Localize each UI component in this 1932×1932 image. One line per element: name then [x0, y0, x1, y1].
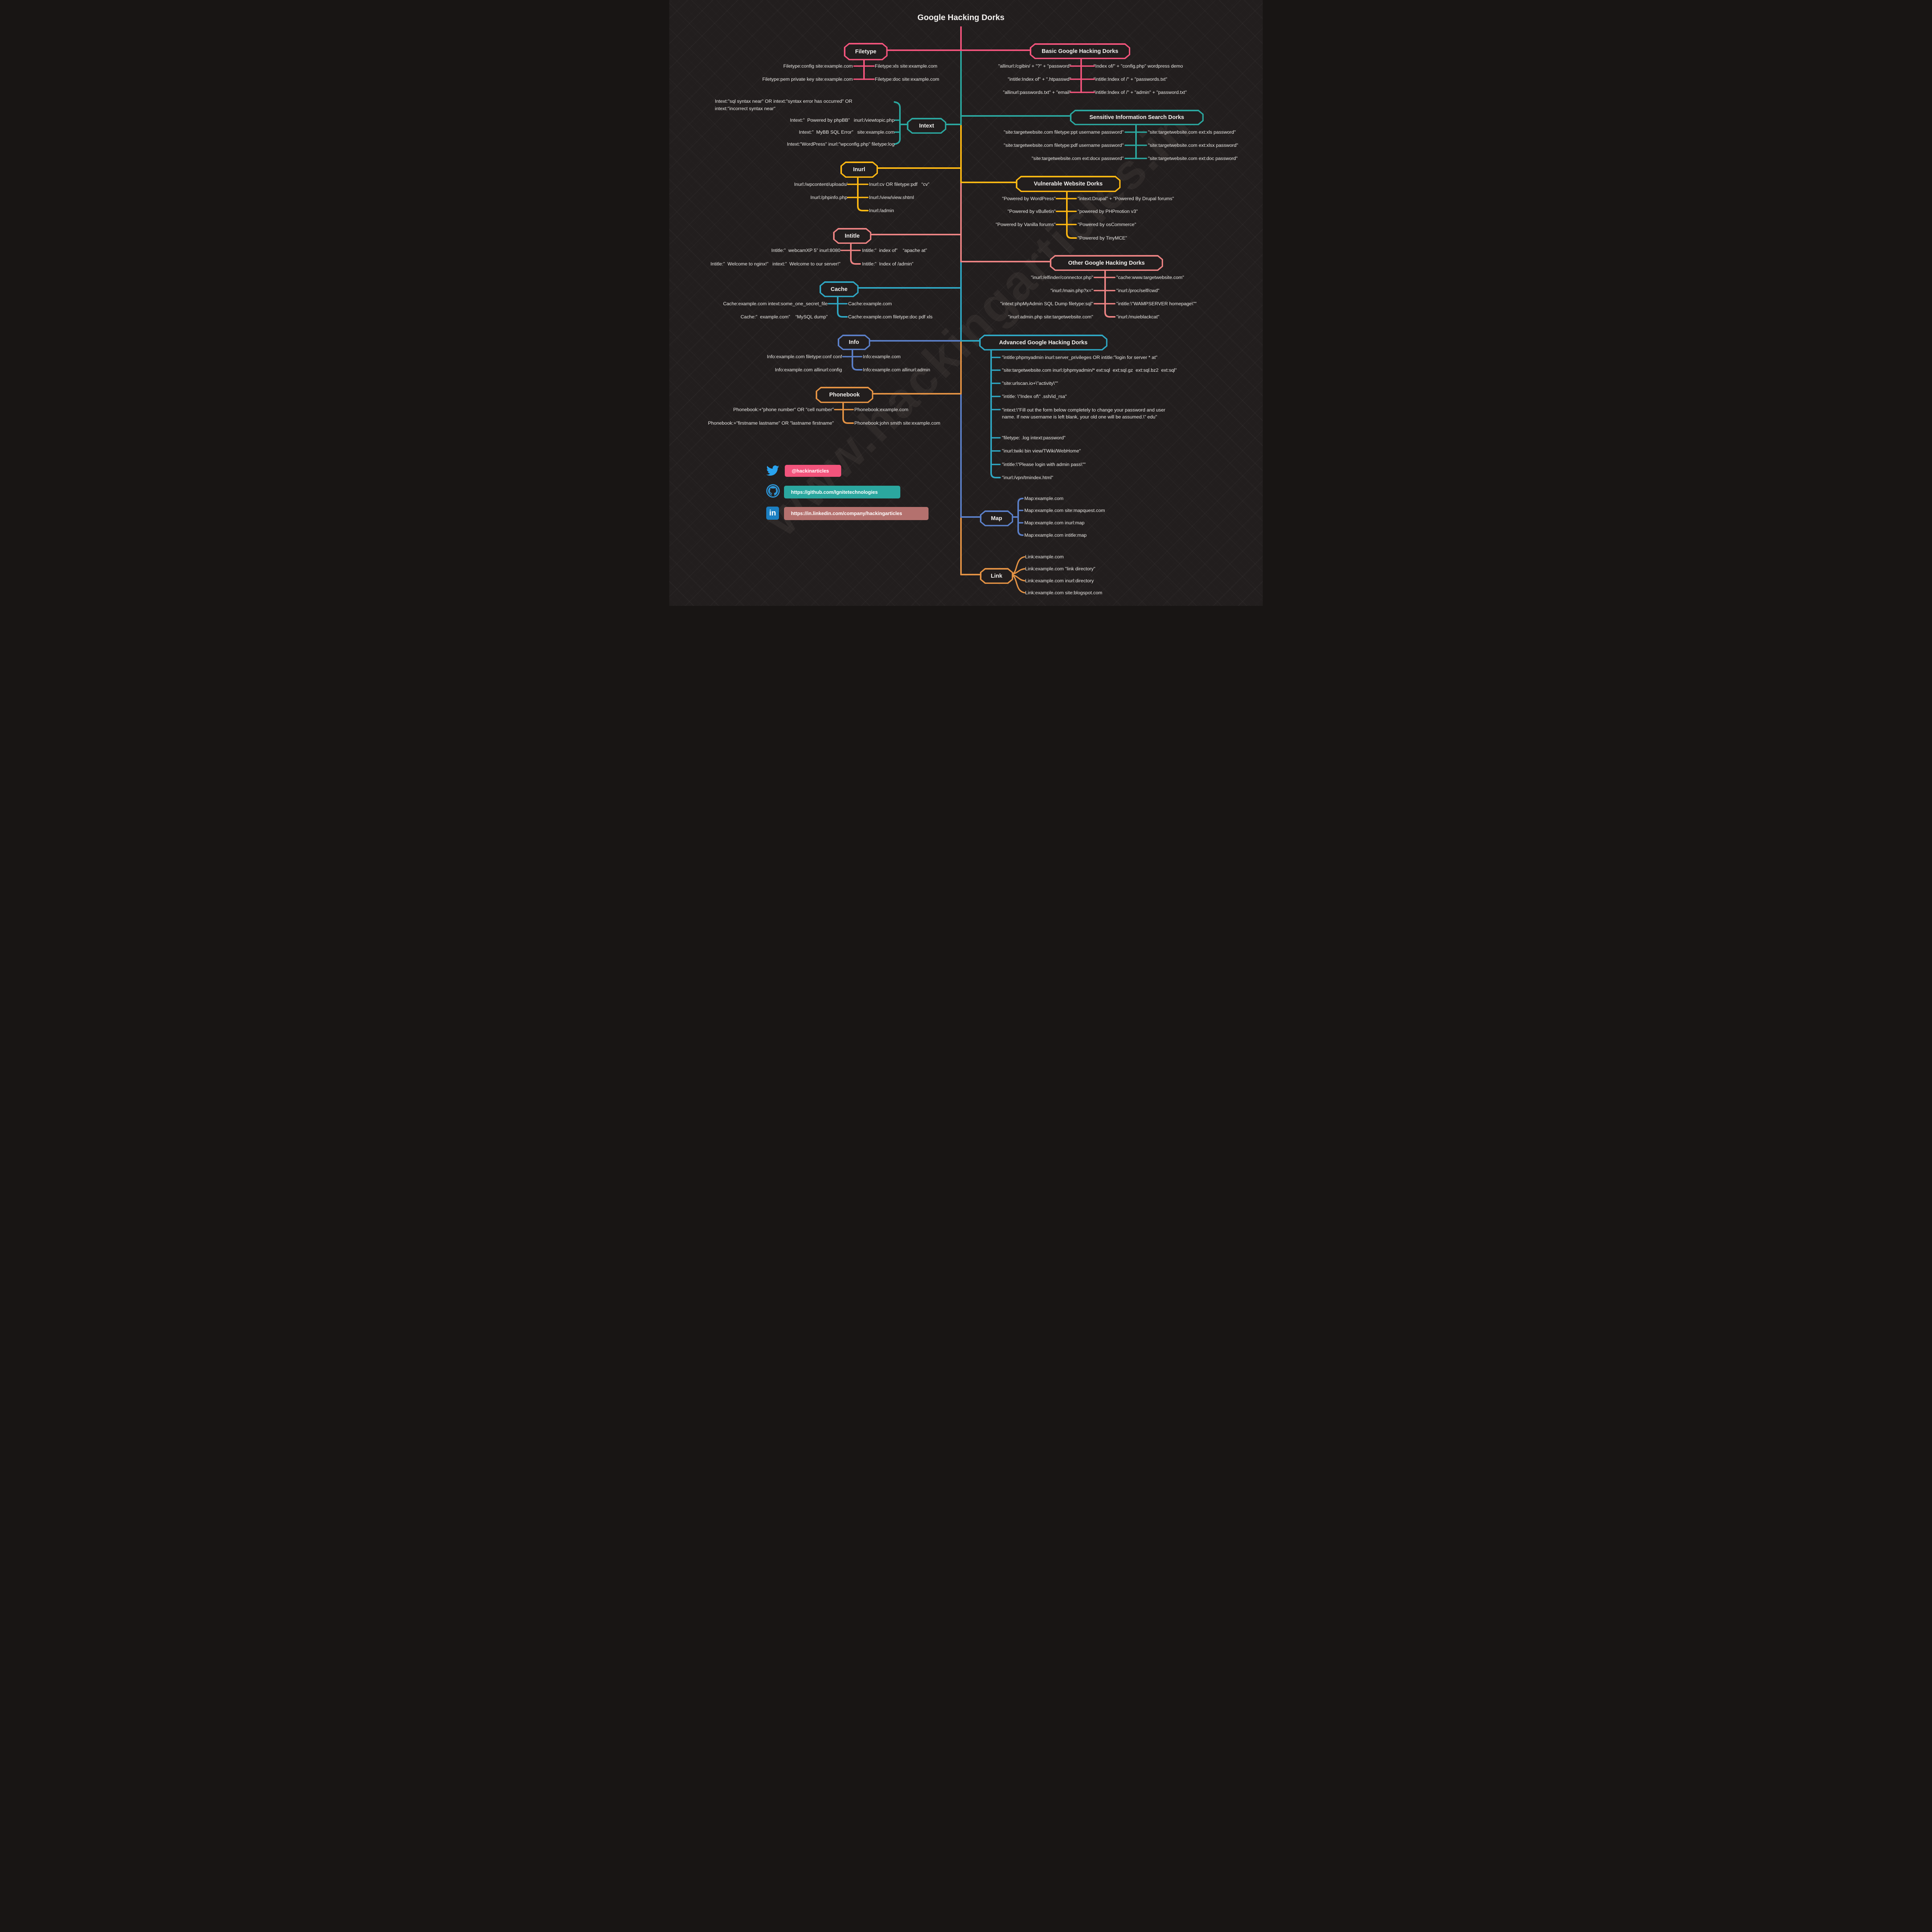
dork-item: Map:example.com: [1024, 496, 1064, 501]
node-intext: Intext: [907, 118, 946, 134]
dork-item: "inurl:admin.php site:targetwebsite.com": [1008, 314, 1093, 320]
dork-item: Info:example.com allinurl:admin: [863, 367, 930, 372]
dork-item: "site:targetwebsite.com filetype:pdf use…: [1003, 143, 1124, 148]
dork-item: "cache:www.targetwebsite.com": [1116, 275, 1184, 280]
linkedin-icon[interactable]: in: [766, 507, 779, 520]
dork-item: Info:example.com allinurl:config: [775, 367, 842, 372]
dork-item: "site:targetwebsite.com filetype:ppt use…: [1003, 129, 1124, 135]
dork-item: Phonebook:+"firstname lastname" OR "last…: [708, 420, 834, 426]
dork-item: Info:example.com: [863, 354, 901, 359]
dork-item: "intext:Drupal" + "Powered By Drupal for…: [1078, 196, 1174, 201]
dork-item: Intext:"sql syntax near" OR intext:"synt…: [715, 99, 852, 111]
dork-item: Link:example.com "link directory": [1025, 566, 1095, 571]
node-vulnerable: Vulnerable Website Dorks: [1016, 176, 1121, 192]
dork-item: "intitle: \"Index of\" .ssh/id_rsa": [1002, 394, 1067, 399]
dork-item: Intitle:” Welcome to nginx!” intext:” We…: [710, 261, 840, 267]
dork-item: Map:example.com inurl:map: [1024, 520, 1085, 526]
dork-item: Inurl:/admin: [869, 208, 894, 213]
dork-item: "Powered by Vanilla forums": [995, 222, 1056, 227]
dork-item: Inurl:/phpinfo.php: [810, 195, 847, 200]
node-filetype: Filetype: [844, 43, 888, 60]
dork-item: Inurl:/view/view.shtml: [869, 195, 914, 200]
node-sensitive: Sensitive Information Search Dorks: [1070, 110, 1204, 125]
dork-item: "filetype: .log intext:password": [1002, 435, 1066, 440]
dork-item: "Powered by WordPress": [1002, 196, 1056, 201]
dork-item: Phonebook:example.com: [854, 407, 908, 412]
node-intitle: Intitle: [833, 228, 871, 244]
dork-item: Intext:"WordPress" inurl:"wpconfig.php" …: [787, 141, 895, 147]
github-url-badge[interactable]: https://github.com/Ignitetechnologies: [784, 486, 900, 498]
dork-item: Link:example.com site:blogspot.com: [1025, 590, 1102, 595]
node-map: Map: [980, 510, 1013, 526]
dork-item: Cache:” example.com” “MySQL dump”: [740, 314, 828, 320]
dork-item: "intitle:\"Please login with admin pass\…: [1002, 462, 1086, 467]
dork-item: "site:targetwebsite.com ext:doc password…: [1148, 156, 1238, 161]
linkedin-url-badge[interactable]: https://in.linkedin.com/company/hackinga…: [784, 507, 929, 520]
dork-item: "inurl:/muieblackcat": [1116, 314, 1160, 320]
dork-item: Cache:example.com: [848, 301, 892, 306]
dork-item: "Powered by vBulletin": [1007, 209, 1056, 214]
infographic-canvas: www.hackingarticles.in: [669, 0, 1263, 606]
dork-item: Link:example.com: [1025, 554, 1064, 560]
page-title: Google Hacking Dorks: [917, 13, 1005, 22]
node-cache: Cache: [820, 281, 859, 297]
dork-item: "inurl:/elfinder/connector.php": [1031, 275, 1093, 280]
twitter-handle-badge[interactable]: @hackinarticles: [785, 465, 841, 477]
node-info: Info: [838, 335, 870, 350]
dork-item: "intext:phpMyAdmin SQL Dump filetype:sql…: [1000, 301, 1093, 306]
dork-item: "intitle:Index of /" + "passwords.txt": [1094, 77, 1167, 82]
dork-item: "intitle:phpmyadmin inurl:server_privile…: [1002, 355, 1158, 360]
dork-item: "inurl:/proc/self/cwd": [1116, 288, 1160, 293]
dork-item: Filetype:xls site:example.com: [875, 63, 937, 69]
dork-item: Map:example.com intitle:map: [1024, 532, 1087, 538]
node-basic: Basic Google Hacking Dorks: [1030, 43, 1130, 59]
dork-item: Filetype:pem private key site:example.co…: [762, 77, 853, 82]
dork-item: "site:targetwebsite.com ext:docx passwor…: [1031, 156, 1124, 161]
twitter-icon[interactable]: [765, 464, 780, 478]
dork-item: Intext:” MyBB SQL Error” site:example.co…: [799, 129, 895, 135]
dork-item: "inurl:/vpn/tmindex.html": [1002, 475, 1053, 480]
node-other: Other Google Hacking Dorks: [1050, 255, 1163, 271]
dork-item: "Powered by osCommerce": [1078, 222, 1136, 227]
dork-item: "intitle:\"WAMPSERVER homepage\"": [1116, 301, 1197, 306]
dork-item: Link:example.com inurl:directory: [1025, 578, 1094, 583]
dork-item: Intitle:” Index of /admin”: [862, 261, 913, 267]
dork-item: Inurl:cv OR filetype:pdf “cv”: [869, 182, 930, 187]
dork-item: "intitle:Index of" + ".htpasswd": [1008, 77, 1071, 82]
dork-item: Map:example.com site:mapquest.com: [1024, 508, 1105, 513]
node-phonebook: Phonebook: [816, 387, 873, 403]
dork-item: "Powered by TinyMCE": [1078, 235, 1127, 241]
dork-item: Inurl:/wpcontent/uploads/: [794, 182, 847, 187]
dork-item: "site:targetwebsite.com inurl:/phpmyadmi…: [1002, 367, 1177, 373]
connector-lines: [828, 26, 1147, 594]
dork-item: Cache:example.com filetype:doc pdf xls: [848, 314, 933, 320]
dork-item: "allinurl:passwords.txt" + "email": [1003, 90, 1071, 95]
dork-item: "site:targetwebsite.com ext:xlsx passwor…: [1148, 143, 1238, 148]
dork-item: "site:urlscan.io+\"activity\"": [1002, 381, 1058, 386]
node-inurl: Inurl: [840, 162, 878, 178]
dork-item: Intext:” Powered by phpBB” inurl:/viewto…: [790, 117, 895, 123]
dork-item: "inurl:twiki bin view/TWiki/WebHome": [1002, 448, 1081, 454]
dork-item: "site:targetwebsite.com ext:xls password…: [1148, 129, 1236, 135]
dork-item: Cache:example.com intext:some_one_secret…: [723, 301, 828, 306]
dork-item: Filetype:config site:example.com: [783, 63, 853, 69]
github-icon[interactable]: [765, 483, 780, 498]
dork-item: "intext:\"Fill out the form below comple…: [1002, 407, 1165, 420]
node-advanced: Advanced Google Hacking Dorks: [979, 335, 1107, 350]
dork-item: Phonebook:john smith site:example.com: [854, 420, 940, 426]
dork-item: "allinurl:/cgibin/ + "?" + "password": [998, 63, 1071, 69]
dork-item: Phonebook:+"phone number" OR "cell numbe…: [733, 407, 834, 412]
dork-item: Filetype:doc site:example.com: [875, 77, 939, 82]
dork-item: "intitle:Index of /" + "admin" + "passwo…: [1094, 90, 1187, 95]
dork-item: Info:example.com filetype:conf conf: [767, 354, 842, 359]
dork-item: "powered by PHPmotion v3": [1078, 209, 1138, 214]
dork-item: "Index of/" + "config.php" wordpress dem…: [1094, 63, 1183, 69]
node-link: Link: [980, 568, 1013, 584]
dork-item: Intitle:” index of” “apache at”: [862, 248, 927, 253]
dork-item: "inurl:/main.php?x=": [1050, 288, 1093, 293]
dork-item: Intitle:” webcamXP 5” inurl:8080: [771, 248, 840, 253]
